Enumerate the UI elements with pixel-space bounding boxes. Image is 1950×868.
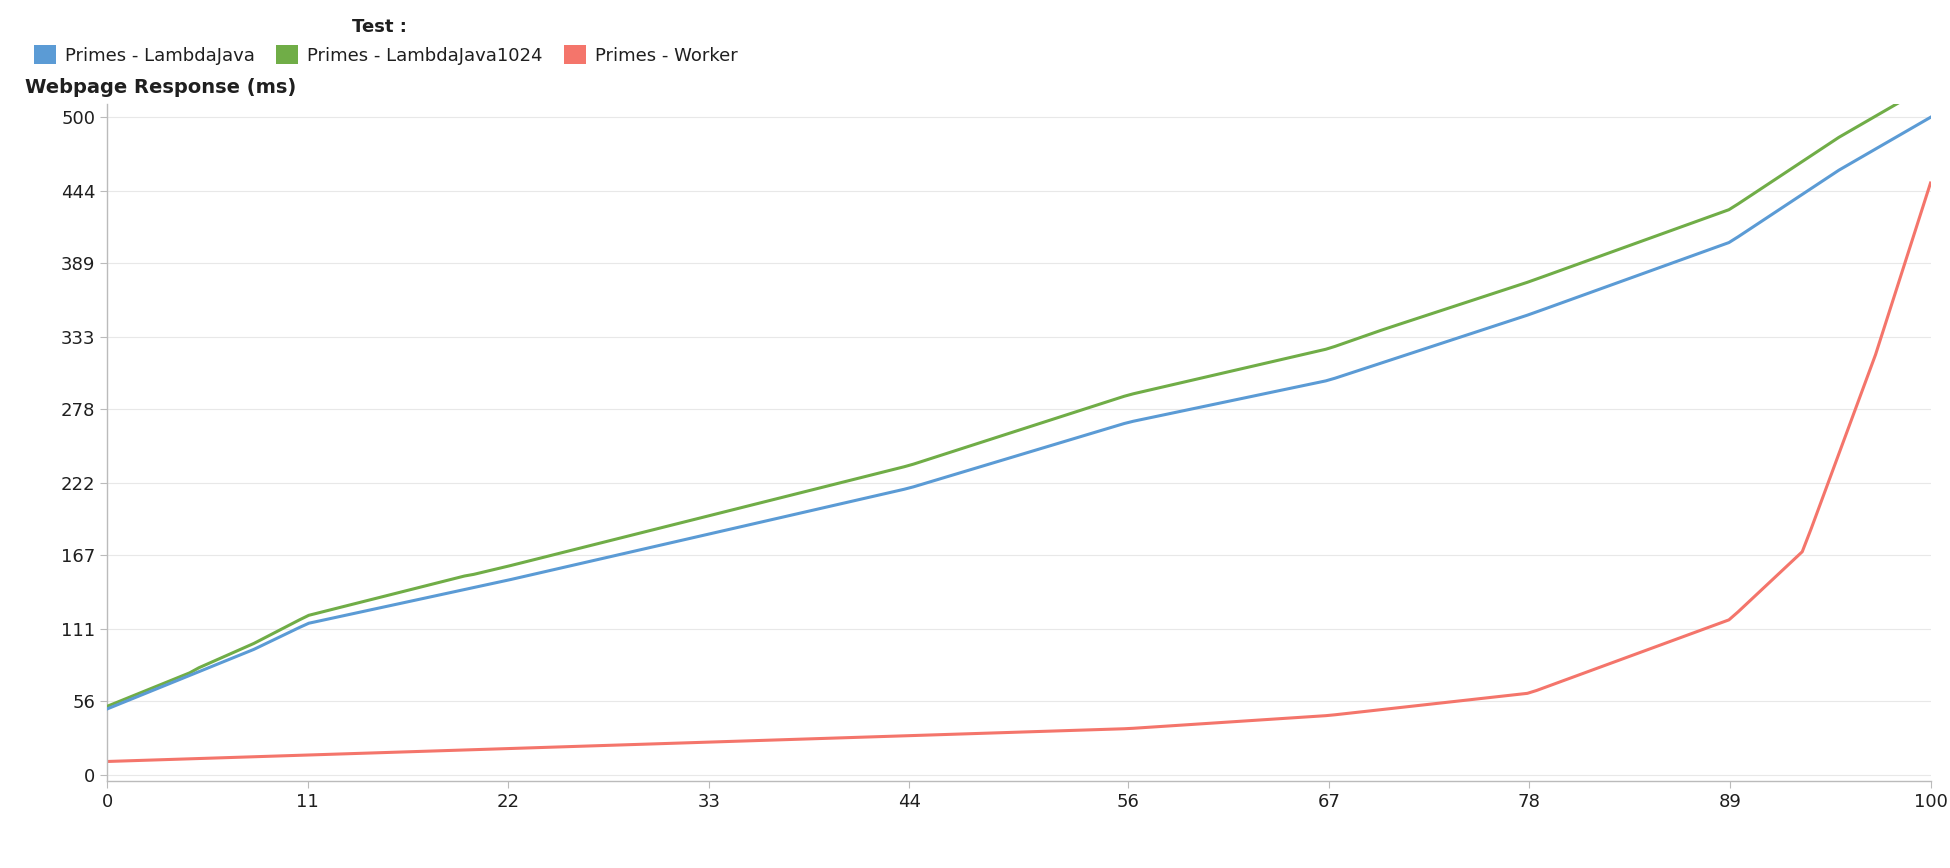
Legend: Primes - LambdaJava, Primes - LambdaJava1024, Primes - Worker: Primes - LambdaJava, Primes - LambdaJava… <box>35 18 737 65</box>
Text: Webpage Response (ms): Webpage Response (ms) <box>25 78 296 97</box>
